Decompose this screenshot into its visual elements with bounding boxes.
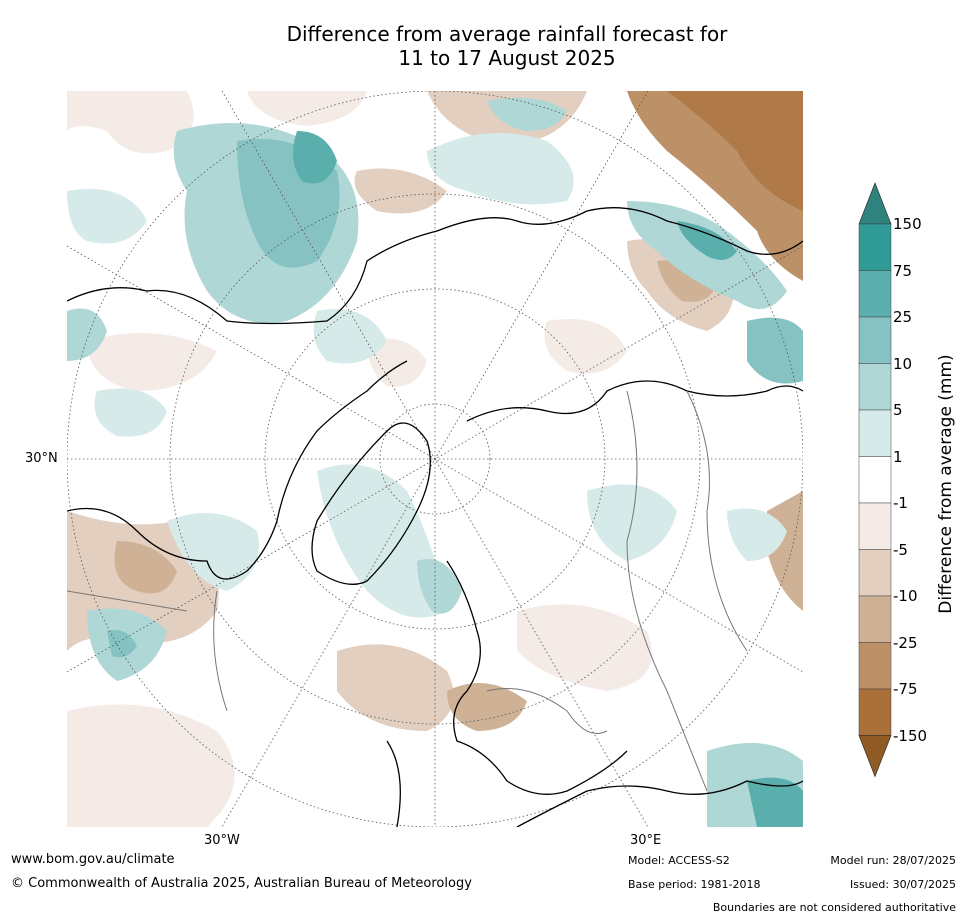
map-title: Difference from average rainfall forecas…	[0, 22, 965, 70]
colorbar-segment	[858, 409, 892, 457]
colorbar-tick-label: 1	[893, 447, 903, 466]
footer-website: www.bom.gov.au/climate	[11, 852, 175, 867]
footer-model: Model: ACCESS-S2	[628, 854, 730, 867]
footer-issued: Issued: 30/07/2025	[849, 878, 956, 891]
colorbar	[858, 182, 892, 778]
rainfall-anomaly-map	[67, 91, 803, 827]
country-borders	[67, 390, 748, 792]
colorbar-arrow-bottom	[858, 735, 892, 778]
colorbar-tick-label: 150	[893, 215, 922, 233]
colorbar-segment	[858, 642, 892, 690]
colorbar-tick-label: 25	[893, 308, 913, 326]
colorbar-segment	[858, 502, 892, 550]
colorbar-segment	[858, 688, 892, 736]
colorbar-segments	[858, 182, 892, 778]
colorbar-segment	[858, 456, 892, 504]
colorbar-tick-label: 5	[893, 401, 903, 419]
colorbar-tick-label: -1	[893, 494, 908, 512]
colorbar-tick-label: -10	[893, 587, 918, 605]
colorbar-tick-label: -75	[893, 680, 918, 698]
colorbar-segment	[858, 595, 892, 643]
colorbar-arrow-top	[858, 182, 892, 225]
colorbar-tick-label: -25	[893, 633, 918, 652]
coastlines	[67, 207, 803, 827]
colorbar-label: Difference from average (mm)	[936, 354, 956, 614]
lon-label-30w: 30°W	[204, 833, 240, 848]
lat-label-30n: 30°N	[25, 451, 58, 466]
graticule	[67, 91, 803, 827]
colorbar-segment	[858, 223, 892, 271]
title-line-2: 11 to 17 August 2025	[398, 46, 616, 70]
colorbar-tick-label: -5	[893, 540, 908, 559]
footer-boundaries-note: Boundaries are not considered authoritat…	[712, 901, 956, 914]
colorbar-segment	[858, 549, 892, 597]
colorbar-segment	[858, 270, 892, 318]
colorbar-tick-label: 10	[893, 354, 913, 373]
colorbar-segment	[858, 363, 892, 411]
lon-label-30e: 30°E	[630, 833, 662, 848]
footer-copyright: © Commonwealth of Australia 2025, Austra…	[11, 876, 472, 891]
wet-anomaly-layer	[67, 97, 803, 827]
footer-model-run: Model run: 28/07/2025	[830, 854, 956, 867]
colorbar-tick-label: 75	[893, 261, 913, 280]
footer-base-period: Base period: 1981-2018	[628, 878, 761, 891]
title-line-1: Difference from average rainfall forecas…	[286, 22, 728, 46]
colorbar-tick-label: -150	[893, 726, 928, 745]
map-svg	[67, 91, 803, 827]
colorbar-segment	[858, 316, 892, 364]
